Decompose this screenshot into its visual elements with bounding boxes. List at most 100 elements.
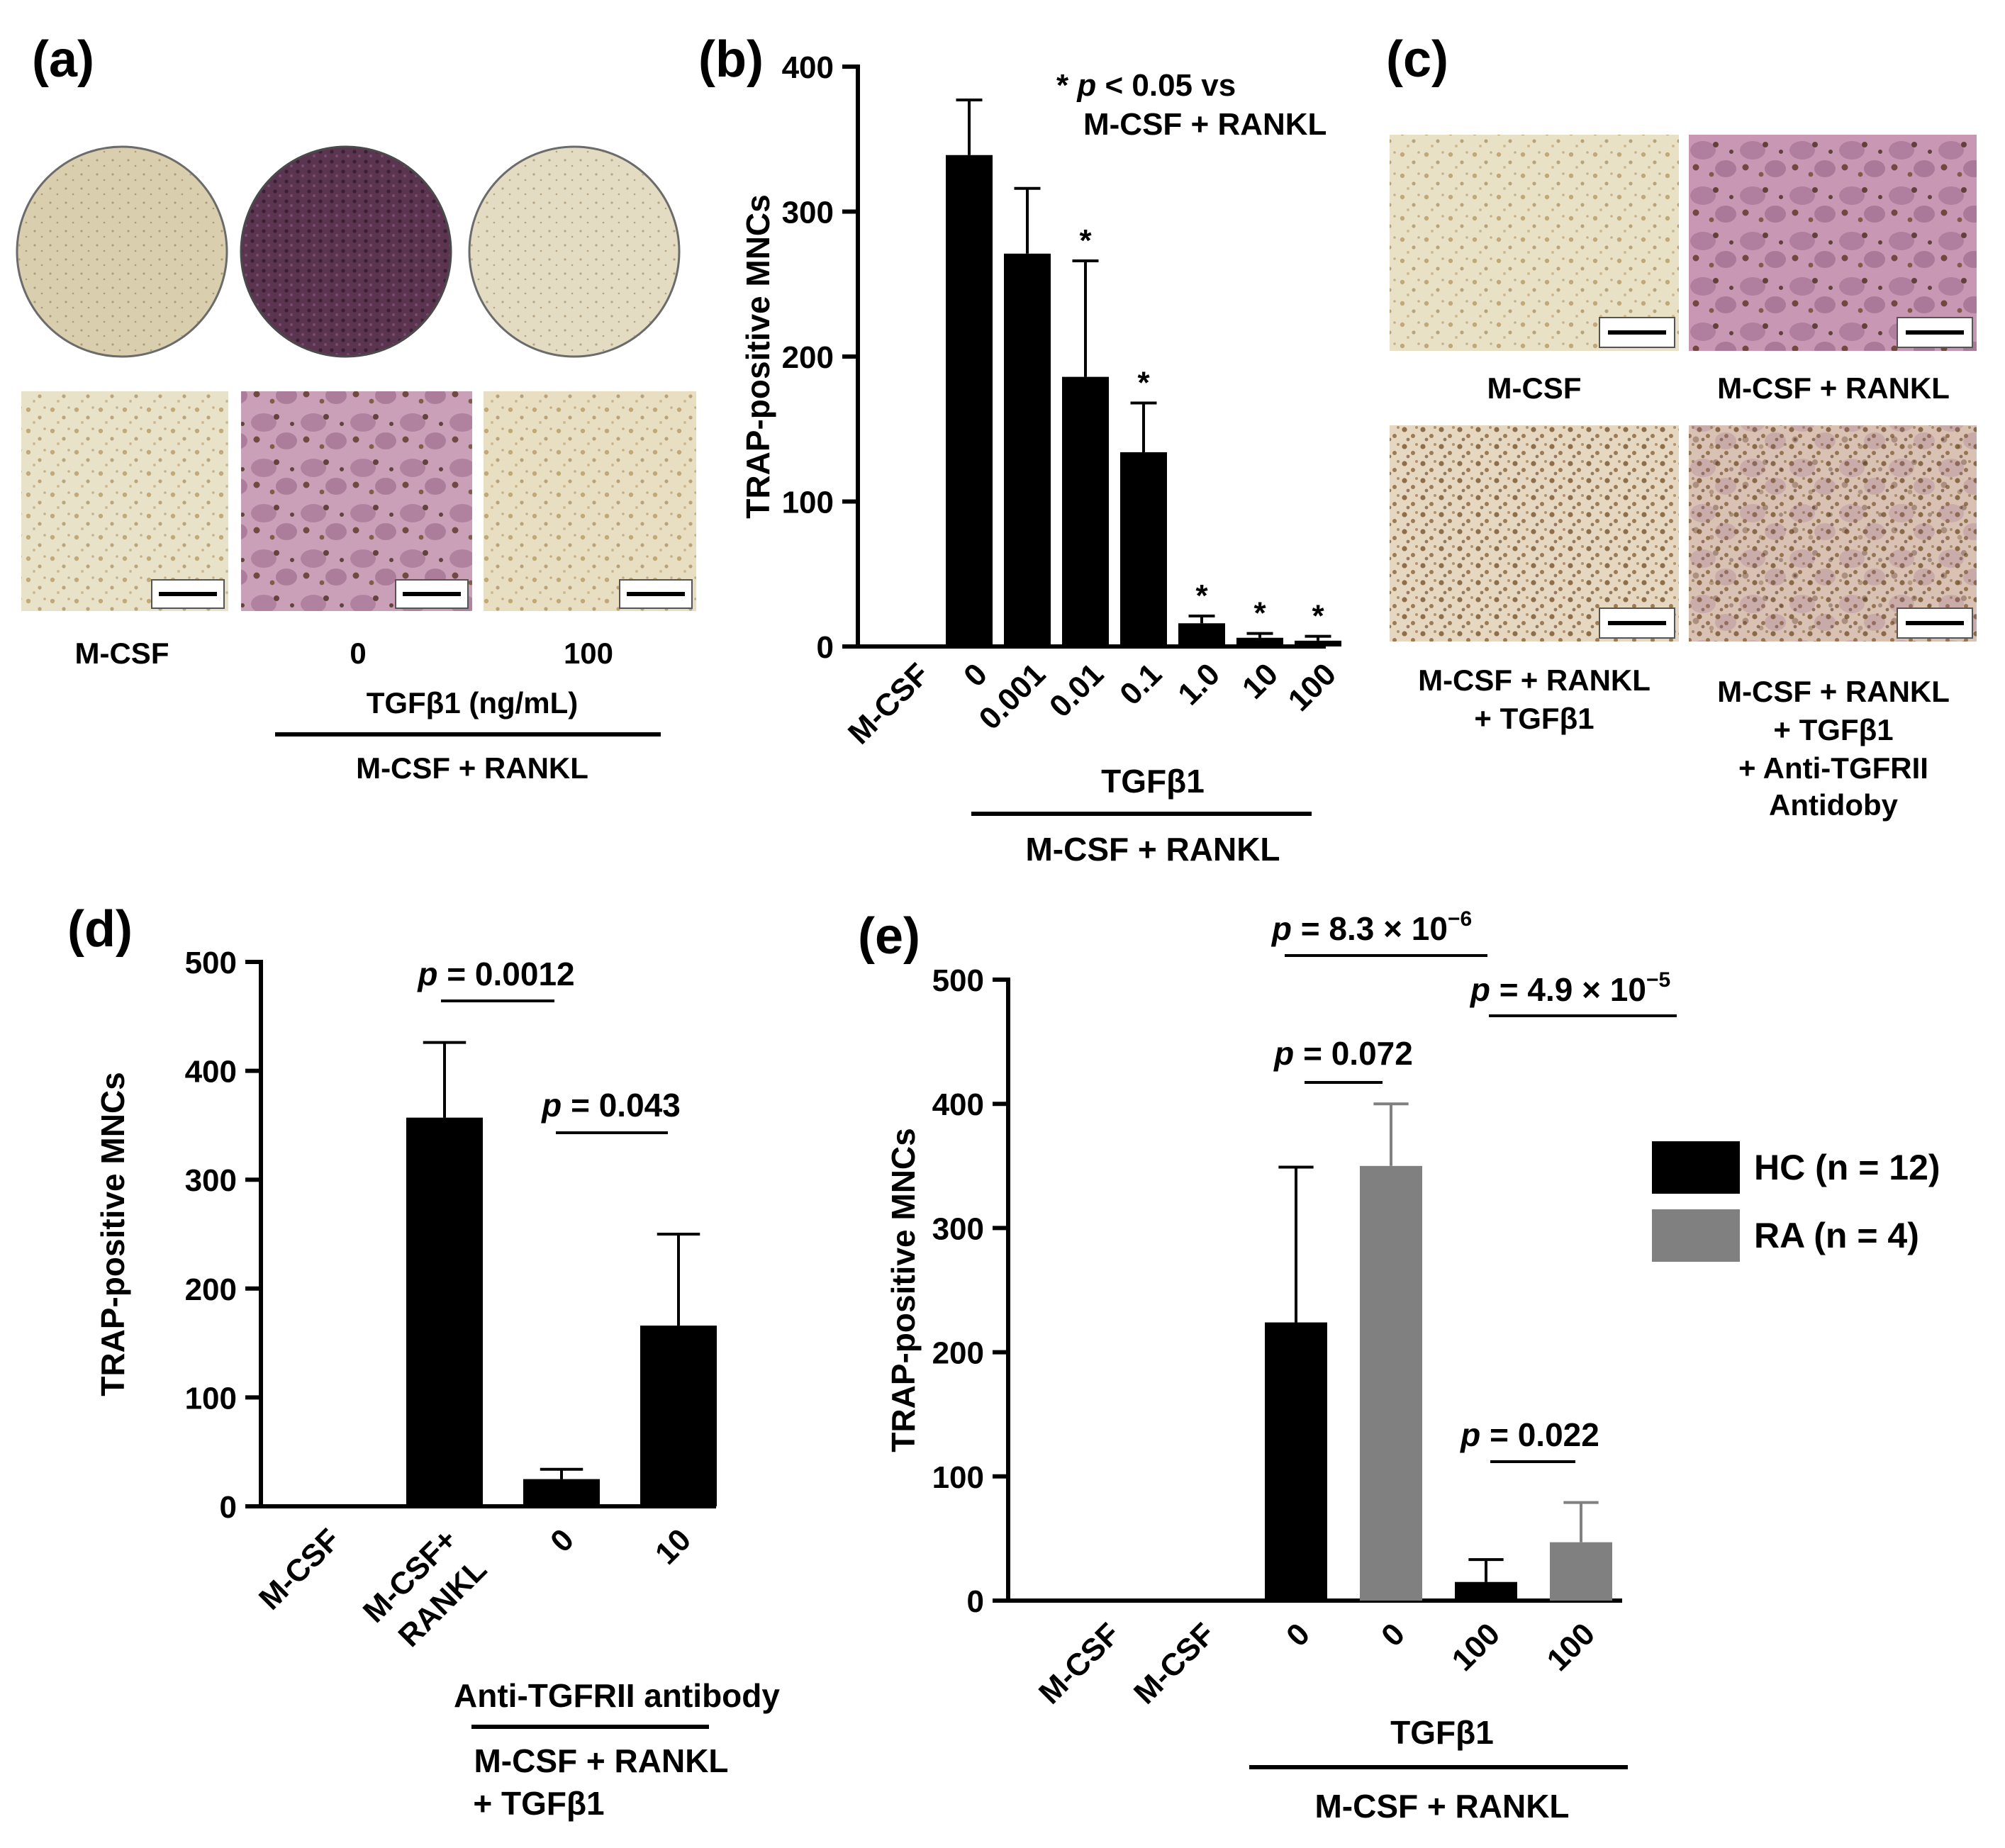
y-tick-label: 100 [782, 486, 834, 520]
significance-marker: * [1312, 599, 1324, 634]
caption-a-tgf100: 100 [564, 637, 613, 670]
bar [1120, 452, 1167, 646]
scale-bar [1897, 607, 1973, 639]
bar [946, 155, 993, 646]
caption-a-mcsf: M-CSF [75, 637, 169, 670]
panel-b: (b) 0 100 200 300 400 TRAP-positive MNCs * * * * *… [698, 31, 1343, 868]
micrograph-a-tgf100-cells [484, 391, 696, 611]
y-tick-label: 100 [932, 1460, 984, 1495]
y-tick-label: 200 [185, 1272, 237, 1307]
bracket-label: M-CSF + RANKL [474, 1742, 728, 1779]
caption-c-ab-line4: Antidoby [1769, 788, 1899, 822]
p-value-label: p = 0.072 [1273, 1035, 1413, 1072]
bar [1360, 1165, 1422, 1601]
bar [1062, 376, 1109, 646]
chart-b: 0 100 200 300 400 TRAP-positive MNCs * * * * * M-CS… [739, 50, 1343, 868]
x-tick-label: M-CSF [842, 656, 936, 751]
y-axis-label: TRAP-positive MNCs [739, 194, 776, 518]
legend-label: HC (n = 12) [1754, 1148, 1940, 1187]
micrograph-c-tgf-cells [1390, 425, 1679, 642]
y-axis-label: TRAP-positive MNCs [94, 1072, 131, 1396]
scale-bar [1599, 607, 1675, 639]
significance-marker: * [1195, 578, 1208, 613]
p-value-label: p = 0.043 [540, 1087, 681, 1124]
legend-label: RA (n = 4) [1754, 1216, 1919, 1255]
x-tick-label: M-CSF [252, 1522, 347, 1616]
panel-b-label: (b) [698, 31, 764, 88]
x-tick-label: 100 [1282, 656, 1344, 718]
x-tick-label: M-CSF [1032, 1616, 1127, 1710]
x-tick-label: 10 [1236, 656, 1285, 705]
bar [1550, 1542, 1612, 1601]
x-tick-label: 0.01 [1043, 656, 1110, 724]
legend-swatch [1652, 1209, 1740, 1262]
scale-bar [151, 579, 225, 609]
significance-marker: * [1079, 223, 1092, 258]
micrograph-a-mcsf-cells [21, 391, 228, 611]
micrograph-c-rankl-cells [1689, 135, 1977, 351]
p-value-label: p = 8.3 × 10−6 [1270, 907, 1472, 947]
caption-c-tgf-line2: + TGFβ1 [1474, 702, 1594, 735]
significance-marker: * [1253, 596, 1266, 631]
x-tick-label: 100 [1541, 1616, 1602, 1678]
x-tick-label: 0 [1280, 1616, 1317, 1653]
bracket-label-2: + TGFβ1 [473, 1785, 604, 1822]
caption-c-ab-line3: + Anti-TGFRII [1738, 751, 1928, 785]
micrograph-c-mcsf-cells [1390, 135, 1679, 351]
legend-swatch [1652, 1141, 1740, 1194]
caption-a-tgf0: 0 [350, 637, 366, 670]
scale-bar [1599, 317, 1675, 348]
panel-c-label: (c) [1386, 31, 1448, 88]
significance-note: * p < 0.05 vs [1056, 68, 1236, 103]
y-tick-label: 200 [782, 340, 834, 375]
panel-a-label: (a) [32, 31, 94, 88]
y-tick-label: 300 [185, 1163, 237, 1198]
y-tick-label: 0 [220, 1490, 237, 1525]
bar [523, 1479, 600, 1506]
bracket-label-a: M-CSF + RANKL [356, 751, 588, 785]
x-tick-label: M-CSF [1127, 1616, 1222, 1710]
y-tick-label: 400 [185, 1055, 237, 1090]
bar [1455, 1581, 1517, 1601]
caption-c-ab-line1: M-CSF + RANKL [1717, 675, 1950, 708]
group-label: Anti-TGFRII antibody [454, 1677, 780, 1714]
x-tick-label: 0.1 [1113, 656, 1168, 712]
micrograph-c-antibody-purple [1689, 425, 1977, 642]
bar [1265, 1322, 1327, 1601]
panel-a: (a) M-CSF 0 100 TGFβ1 (ng/mL) [16, 31, 696, 785]
p-value-label: p = 0.022 [1459, 1416, 1599, 1453]
caption-c-rankl: M-CSF + RANKL [1717, 371, 1950, 405]
bracket-label: M-CSF + RANKL [1025, 831, 1280, 868]
bar [1236, 637, 1283, 646]
y-tick-label: 400 [782, 50, 834, 85]
well-tgf0-dots [242, 148, 449, 355]
y-tick-label: 300 [782, 196, 834, 230]
x-tick-label: 0.001 [973, 656, 1053, 737]
bar [1004, 253, 1051, 646]
bar [640, 1326, 717, 1506]
x-tick-label: 0 [1375, 1616, 1412, 1653]
y-tick-label: 200 [932, 1336, 984, 1371]
caption-c-tgf-line1: M-CSF + RANKL [1418, 663, 1651, 697]
y-axis-label: TRAP-positive MNCs [885, 1128, 922, 1452]
y-tick-label: 300 [932, 1211, 984, 1246]
bracket-label: M-CSF + RANKL [1314, 1788, 1569, 1825]
y-tick-label: 0 [967, 1584, 984, 1619]
caption-c-mcsf: M-CSF [1487, 371, 1582, 405]
group-label: TGFβ1 [1101, 763, 1205, 800]
significance-marker: * [1137, 365, 1150, 400]
group-label-a: TGFβ1 (ng/mL) [367, 686, 579, 719]
significance-note-line2: M-CSF + RANKL [1083, 107, 1327, 142]
y-tick-label: 100 [185, 1381, 237, 1416]
scale-bar [619, 579, 693, 609]
panel-d-label: (d) [67, 901, 133, 958]
y-tick-label: 0 [817, 630, 834, 665]
x-tick-label: 1.0 [1171, 656, 1227, 712]
p-value-label: p = 0.0012 [416, 956, 574, 992]
x-tick-label: 10 [649, 1522, 698, 1571]
group-label: TGFβ1 [1390, 1714, 1494, 1751]
well-mcsf-speck [18, 148, 225, 355]
